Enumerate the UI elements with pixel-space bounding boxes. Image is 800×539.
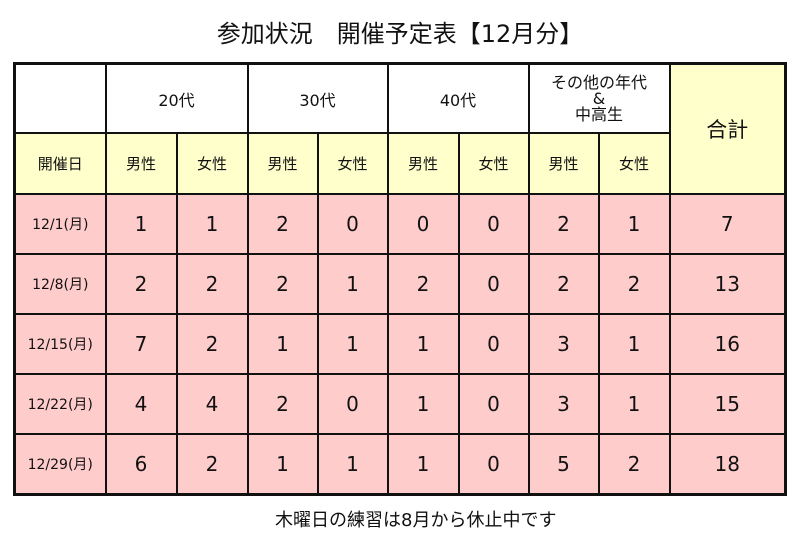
date-cell: 12/29(月) [13,433,107,496]
female-header: 女性 [457,132,530,195]
group-30s: 30代 [246,62,389,134]
date-cell: 12/8(月) [13,253,107,315]
count-cell: 3 [527,313,600,375]
count-cell: 4 [175,373,249,435]
date-cell: 12/15(月) [13,313,107,375]
count-cell: 2 [246,253,319,315]
count-cell: 0 [457,253,530,315]
count-cell: 1 [316,313,389,375]
count-cell: 3 [527,373,600,435]
male-header: 男性 [527,132,600,195]
count-cell: 1 [386,433,460,496]
count-cell: 7 [104,313,178,375]
group-other-line1: その他の年代 [550,72,647,92]
total-header: 合計 [668,62,787,195]
total-cell: 15 [668,373,787,435]
female-header: 女性 [316,132,389,195]
count-cell: 2 [175,433,249,496]
date-cell: 12/22(月) [13,373,107,435]
count-cell: 2 [597,433,671,496]
count-cell: 2 [527,253,600,315]
count-cell: 6 [104,433,178,496]
count-cell: 4 [104,373,178,435]
count-cell: 1 [386,313,460,375]
count-cell: 2 [386,253,460,315]
group-20s: 20代 [104,62,249,134]
count-cell: 0 [316,373,389,435]
footer-note: 木曜日の練習は8月から休止中です [275,510,557,531]
count-cell: 1 [597,373,671,435]
count-cell: 0 [457,433,530,496]
count-cell: 0 [316,193,389,255]
group-40s: 40代 [386,62,530,134]
date-header: 開催日 [13,132,107,195]
count-cell: 1 [597,313,671,375]
count-cell: 2 [175,253,249,315]
count-cell: 2 [597,253,671,315]
male-header: 男性 [246,132,319,195]
count-cell: 1 [175,193,249,255]
total-cell: 13 [668,253,787,315]
count-cell: 0 [457,193,530,255]
count-cell: 2 [175,313,249,375]
count-cell: 1 [104,193,178,255]
participation-table: 20代 30代 40代 その他の年代 & 中高生 合計 開催日 男性 女性 男性… [13,62,787,496]
header-row-gender: 開催日 男性 女性 男性 女性 男性 女性 男性 女性 [13,132,786,195]
count-cell: 0 [457,313,530,375]
count-cell: 2 [527,193,600,255]
count-cell: 1 [386,373,460,435]
table-row: 12/22(月) 4 4 2 0 1 0 3 1 15 [13,373,787,435]
count-cell: 2 [246,193,319,255]
male-header: 男性 [386,132,460,195]
female-header: 女性 [597,132,671,195]
corner-cell [13,62,107,134]
table-row: 12/1(月) 1 1 2 0 0 0 2 1 7 [13,193,787,255]
total-cell: 7 [668,193,787,255]
header-row-groups: 20代 30代 40代 その他の年代 & 中高生 合計 [13,62,787,195]
male-header: 男性 [104,132,178,195]
group-other-line3: 中高生 [574,104,623,124]
count-cell: 1 [246,313,319,375]
group-other: その他の年代 & 中高生 [527,62,671,134]
count-cell: 1 [597,193,671,255]
table-row: 12/29(月) 6 2 1 1 1 0 5 2 18 [13,433,787,496]
count-cell: 2 [246,373,319,435]
total-cell: 16 [668,313,787,375]
count-cell: 1 [316,433,389,496]
count-cell: 1 [246,433,319,496]
count-cell: 0 [386,193,460,255]
table-row: 12/8(月) 2 2 2 1 2 0 2 2 13 [13,253,787,315]
date-cell: 12/1(月) [13,193,107,255]
group-other-line2: & [592,88,606,108]
female-header: 女性 [175,132,249,195]
count-cell: 1 [316,253,389,315]
total-cell: 18 [668,433,787,496]
table-row: 12/15(月) 7 2 1 1 1 0 3 1 16 [13,313,787,375]
count-cell: 2 [104,253,178,315]
count-cell: 5 [527,433,600,496]
page-title: 参加状況 開催予定表【12月分】 [216,20,584,48]
count-cell: 0 [457,373,530,435]
